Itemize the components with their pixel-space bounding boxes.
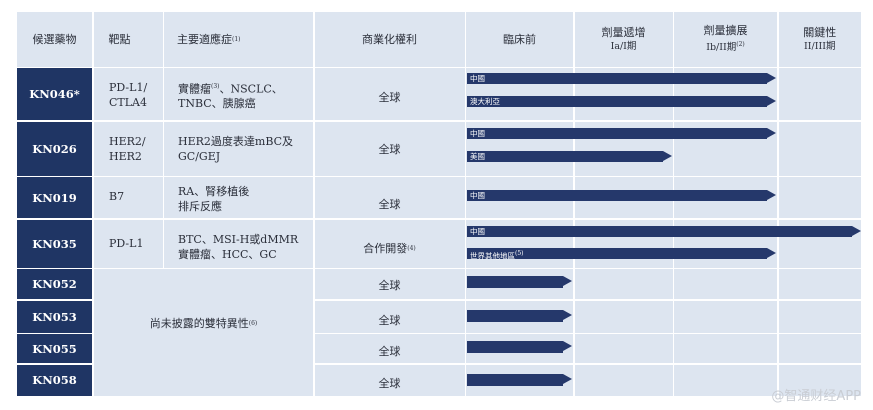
indication-cell: RA、腎移植後 排斥反應 xyxy=(178,182,312,216)
header-target: 靶點 xyxy=(93,12,163,67)
column-divider xyxy=(777,12,779,396)
undisclosed-label: 尚未披露的雙特異性 (6) xyxy=(94,314,313,332)
row-divider xyxy=(314,363,861,365)
row-divider xyxy=(314,332,861,334)
rights-cell: 合作開發 (4) xyxy=(314,239,465,257)
header-phase3: 關鍵性 II/III期 xyxy=(778,12,861,67)
watermark: @智通财经APP xyxy=(771,389,861,404)
indication-cell: HER2過度表達mBC及 GC/GEJ xyxy=(178,132,312,166)
row-divider xyxy=(314,299,861,301)
target-cell: HER2/ HER2 xyxy=(109,132,161,166)
rights-cell: 全球 xyxy=(314,276,465,294)
column-divider xyxy=(162,12,164,268)
drug-cell: KN058 xyxy=(17,364,92,396)
indication-cell: BTC、MSI-H或dMMR 實體瘤、HCC、GC xyxy=(178,230,312,264)
target-cell: PD-L1/ CTLA4 xyxy=(109,78,161,112)
header-preclinical: 臨床前 xyxy=(466,12,573,67)
pipeline-table: 候選藥物 靶點 主要適應症 (1) 商業化權利 臨床前 劑量遞增 Ia/I期 劑量… xyxy=(17,12,861,396)
drug-cell: KN035 xyxy=(17,219,92,268)
rights-cell: 全球 xyxy=(314,88,465,106)
drug-cell: KN055 xyxy=(17,334,92,363)
progress-bar: 中國 xyxy=(467,226,861,237)
progress-bar: 世界其他地區(5) xyxy=(467,248,776,261)
column-divider xyxy=(313,12,315,396)
drug-cell: KN046* xyxy=(17,68,92,120)
header-drug: 候選藥物 xyxy=(17,12,92,67)
drug-cell: KN053 xyxy=(17,300,92,333)
drug-cell: KN019 xyxy=(17,177,92,218)
progress-bar xyxy=(467,276,572,288)
progress-bar xyxy=(467,310,572,322)
header-phase1: 劑量遞增 Ia/I期 xyxy=(574,12,673,67)
indication-cell: 實體瘤(3)、NSCLC、 TNBC、胰腺癌 xyxy=(178,78,312,112)
progress-bar xyxy=(467,374,572,386)
header-phase2: 劑量擴展 Ib/II期(2) xyxy=(674,12,777,67)
target-cell: B7 xyxy=(109,187,161,205)
progress-bar: 中國 xyxy=(467,73,776,84)
rights-cell: 全球 xyxy=(314,342,465,360)
row-divider xyxy=(92,120,861,122)
header-indication: 主要適應症 (1) xyxy=(164,12,313,67)
progress-bar: 中國 xyxy=(467,128,776,139)
drug-cell: KN052 xyxy=(17,269,92,299)
progress-bar xyxy=(467,341,572,353)
row-divider xyxy=(92,267,861,269)
rights-cell: 全球 xyxy=(314,311,465,329)
rights-cell: 全球 xyxy=(314,374,465,392)
column-divider xyxy=(672,12,674,396)
progress-bar: 中國 xyxy=(467,190,776,201)
rights-cell: 全球 xyxy=(314,195,465,213)
row-divider xyxy=(92,218,861,220)
progress-bar: 美國 xyxy=(467,151,672,162)
rights-cell: 全球 xyxy=(314,140,465,158)
column-divider xyxy=(464,12,466,396)
column-divider xyxy=(573,12,575,396)
drug-cell: KN026 xyxy=(17,121,92,176)
header-rights: 商業化權利 xyxy=(314,12,465,67)
target-cell: PD-L1 xyxy=(109,234,161,252)
row-divider xyxy=(92,175,861,177)
progress-bar: 澳大利亞 xyxy=(467,96,776,107)
column-divider xyxy=(92,12,94,396)
